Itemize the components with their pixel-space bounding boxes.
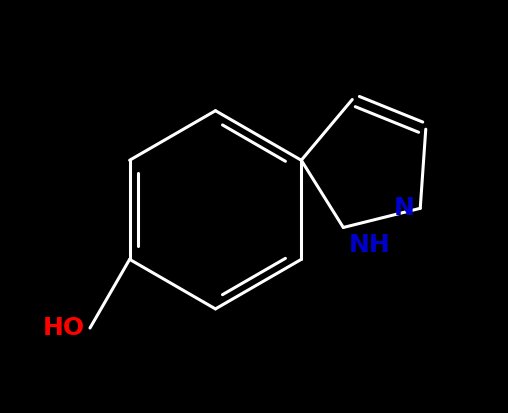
Text: N: N — [394, 196, 415, 220]
Text: NH: NH — [349, 233, 391, 257]
Text: HO: HO — [42, 316, 84, 340]
